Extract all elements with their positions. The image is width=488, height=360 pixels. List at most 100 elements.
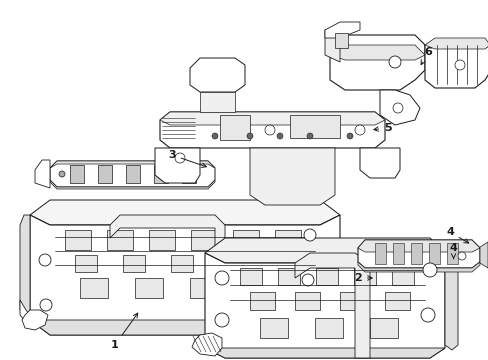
Polygon shape — [107, 230, 133, 250]
Polygon shape — [204, 253, 444, 358]
Circle shape — [457, 252, 465, 260]
Polygon shape — [50, 180, 215, 189]
Polygon shape — [30, 320, 339, 335]
Polygon shape — [479, 242, 487, 268]
Polygon shape — [50, 161, 215, 187]
Polygon shape — [20, 300, 35, 325]
Polygon shape — [190, 278, 218, 298]
Polygon shape — [274, 230, 301, 250]
Circle shape — [354, 125, 364, 135]
Polygon shape — [339, 292, 364, 310]
Polygon shape — [70, 165, 84, 183]
Polygon shape — [410, 243, 421, 264]
Polygon shape — [334, 33, 347, 48]
Polygon shape — [325, 30, 339, 62]
Circle shape — [392, 103, 402, 113]
Polygon shape — [392, 243, 403, 264]
Polygon shape — [135, 278, 163, 298]
Circle shape — [215, 313, 228, 327]
Polygon shape — [155, 148, 200, 183]
Circle shape — [420, 308, 434, 322]
Polygon shape — [244, 278, 272, 298]
Polygon shape — [374, 243, 385, 264]
Circle shape — [212, 133, 218, 139]
Polygon shape — [446, 243, 457, 264]
Text: 6: 6 — [420, 47, 431, 64]
Polygon shape — [384, 292, 409, 310]
Polygon shape — [30, 215, 339, 335]
Polygon shape — [232, 230, 259, 250]
Polygon shape — [190, 58, 244, 92]
Polygon shape — [353, 268, 375, 285]
Polygon shape — [424, 42, 488, 88]
Polygon shape — [266, 255, 288, 272]
Polygon shape — [289, 115, 339, 138]
Polygon shape — [192, 333, 222, 356]
Circle shape — [306, 133, 312, 139]
Circle shape — [422, 263, 436, 277]
Polygon shape — [191, 230, 217, 250]
Text: 5: 5 — [373, 123, 391, 133]
Polygon shape — [359, 148, 399, 178]
Polygon shape — [379, 90, 419, 125]
Circle shape — [304, 229, 315, 241]
Circle shape — [388, 56, 400, 68]
Polygon shape — [75, 255, 97, 272]
Circle shape — [39, 254, 51, 266]
Polygon shape — [260, 318, 287, 338]
Polygon shape — [240, 268, 262, 285]
Polygon shape — [219, 255, 241, 272]
Polygon shape — [149, 230, 175, 250]
Polygon shape — [204, 238, 444, 263]
Polygon shape — [294, 253, 369, 358]
Polygon shape — [357, 240, 479, 252]
Circle shape — [246, 133, 252, 139]
Polygon shape — [249, 148, 334, 205]
Circle shape — [276, 133, 283, 139]
Circle shape — [175, 153, 184, 163]
Polygon shape — [369, 318, 397, 338]
Text: 3: 3 — [168, 150, 206, 167]
Polygon shape — [329, 35, 424, 90]
Polygon shape — [98, 165, 112, 183]
Polygon shape — [314, 318, 342, 338]
Polygon shape — [220, 115, 249, 140]
Polygon shape — [80, 278, 108, 298]
Polygon shape — [50, 161, 215, 168]
Polygon shape — [110, 215, 224, 335]
Polygon shape — [329, 45, 424, 60]
Polygon shape — [160, 112, 384, 148]
Circle shape — [302, 274, 313, 286]
Polygon shape — [171, 255, 193, 272]
Polygon shape — [154, 165, 168, 183]
Polygon shape — [278, 268, 299, 285]
Polygon shape — [444, 248, 457, 350]
Polygon shape — [424, 38, 488, 49]
Circle shape — [346, 133, 352, 139]
Text: 2: 2 — [353, 273, 371, 283]
Text: 1: 1 — [111, 313, 138, 350]
Polygon shape — [294, 292, 319, 310]
Polygon shape — [20, 215, 30, 320]
Polygon shape — [22, 310, 48, 330]
Text: 4: 4 — [448, 243, 457, 258]
Polygon shape — [30, 200, 339, 225]
Circle shape — [40, 299, 52, 311]
Polygon shape — [35, 160, 50, 188]
Polygon shape — [428, 243, 439, 264]
Polygon shape — [249, 292, 274, 310]
Polygon shape — [204, 348, 444, 358]
Polygon shape — [123, 255, 145, 272]
Polygon shape — [315, 268, 337, 285]
Polygon shape — [65, 230, 91, 250]
Circle shape — [215, 271, 228, 285]
Polygon shape — [357, 240, 479, 268]
Circle shape — [264, 125, 274, 135]
Text: 4: 4 — [445, 227, 468, 243]
Circle shape — [59, 171, 65, 177]
Polygon shape — [325, 22, 359, 38]
Polygon shape — [391, 268, 413, 285]
Circle shape — [454, 60, 464, 70]
Polygon shape — [200, 92, 235, 112]
Polygon shape — [357, 262, 479, 272]
